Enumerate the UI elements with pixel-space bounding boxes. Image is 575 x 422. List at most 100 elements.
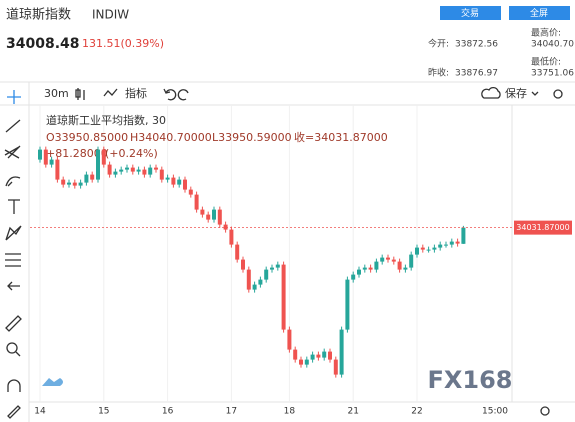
candle-body bbox=[270, 267, 274, 270]
candle-body bbox=[420, 247, 425, 250]
trade-button-label[interactable]: 交易 bbox=[461, 7, 479, 19]
candle-body bbox=[72, 182, 77, 186]
fullscreen-button[interactable] bbox=[509, 6, 570, 20]
candle-body bbox=[49, 159, 54, 165]
candle-body bbox=[438, 244, 443, 248]
forecast-tool[interactable] bbox=[5, 253, 21, 267]
candle-body bbox=[345, 279, 350, 330]
back-tool[interactable] bbox=[7, 281, 20, 291]
candle-body bbox=[154, 167, 158, 170]
title: 道琼斯指数 bbox=[6, 8, 71, 23]
candle-body bbox=[287, 329, 292, 350]
candle-body bbox=[409, 254, 414, 268]
symbol: INDIW bbox=[92, 8, 129, 22]
candle-body bbox=[403, 267, 408, 270]
fib-tool[interactable] bbox=[4, 145, 21, 159]
candle-body bbox=[339, 329, 344, 375]
candle-body bbox=[455, 241, 460, 244]
candle-body bbox=[281, 264, 286, 330]
x-tick-label: 14 bbox=[34, 407, 46, 417]
cloud-badge bbox=[42, 378, 63, 386]
candle-body bbox=[101, 149, 106, 165]
candle-body bbox=[258, 279, 263, 285]
redo-icon[interactable] bbox=[177, 89, 189, 101]
candle-body bbox=[61, 179, 66, 185]
save[interactable]: 保存 bbox=[505, 86, 527, 100]
candle-body bbox=[351, 274, 356, 280]
candle-body bbox=[188, 189, 193, 195]
candle-body bbox=[264, 269, 269, 280]
text-tool[interactable] bbox=[8, 199, 20, 214]
stat-value: 33872.56 bbox=[455, 40, 498, 50]
candle-body bbox=[362, 267, 367, 270]
undo-icon[interactable] bbox=[163, 88, 177, 101]
candle-body bbox=[328, 351, 332, 360]
candle-body bbox=[246, 269, 251, 290]
candle-body bbox=[194, 194, 199, 210]
last-price-tag bbox=[514, 220, 572, 235]
magnet-tool[interactable] bbox=[7, 379, 21, 392]
candle-body bbox=[368, 267, 373, 270]
x-tick-label: 15 bbox=[98, 407, 109, 417]
candle-body bbox=[444, 244, 448, 246]
line-tool[interactable] bbox=[5, 119, 21, 133]
stat-value: 33751.06 bbox=[531, 69, 574, 79]
cloud-icon[interactable] bbox=[481, 86, 501, 99]
pattern-tool[interactable] bbox=[5, 225, 22, 241]
candle-body bbox=[177, 179, 182, 185]
candle-body bbox=[229, 229, 234, 245]
watermark: FX168 bbox=[428, 366, 513, 394]
zoom-tool[interactable] bbox=[6, 342, 18, 354]
candle-body bbox=[171, 177, 176, 185]
candle-body bbox=[449, 241, 454, 245]
candle-body bbox=[38, 149, 42, 160]
interval[interactable]: 30m bbox=[44, 87, 69, 100]
candle-body bbox=[316, 354, 321, 358]
settings-icon[interactable] bbox=[553, 89, 563, 99]
x-tick-label: 15:00 bbox=[482, 407, 508, 417]
candle-body bbox=[235, 244, 240, 260]
zoom-tool[interactable] bbox=[15, 351, 21, 357]
indicators[interactable]: 指标 bbox=[125, 86, 147, 100]
stat-label: 最低价: bbox=[531, 56, 561, 68]
price: 34008.48 bbox=[6, 36, 80, 52]
x-tick-label: 22 bbox=[411, 407, 422, 417]
candle-body bbox=[90, 174, 95, 180]
candle-body bbox=[252, 284, 257, 290]
trade-button[interactable] bbox=[440, 6, 501, 20]
candle-body bbox=[142, 169, 147, 175]
x-tick-label: 18 bbox=[284, 407, 296, 417]
candle-body bbox=[96, 149, 100, 180]
candle-body bbox=[107, 164, 112, 175]
legend-change: +81.28000 bbox=[46, 147, 108, 160]
legend-low: L33950.59000 bbox=[212, 131, 292, 144]
stat-value: 34040.70 bbox=[531, 40, 574, 50]
stat-label: 今开: bbox=[428, 38, 449, 50]
crosshair-tool[interactable] bbox=[7, 90, 21, 104]
axis-settings-icon[interactable] bbox=[540, 406, 550, 416]
candle-body bbox=[304, 359, 309, 365]
chart-type-icon[interactable] bbox=[75, 88, 85, 100]
legend-open: O33950.85000 bbox=[46, 131, 128, 144]
candle-body bbox=[461, 227, 466, 244]
x-tick-label: 21 bbox=[347, 407, 358, 417]
candle-body bbox=[310, 354, 315, 360]
dropdown-icon[interactable] bbox=[531, 91, 539, 96]
legend-name: 道琼斯工业平均指数, 30 bbox=[46, 113, 166, 127]
ruler-tool[interactable] bbox=[5, 315, 22, 332]
change: 131.51(0.39%) bbox=[82, 37, 164, 50]
indicator-icon[interactable] bbox=[103, 88, 118, 97]
candle-body bbox=[67, 182, 71, 185]
brush-tool[interactable] bbox=[5, 176, 21, 187]
candle-body bbox=[293, 349, 298, 360]
candle-body bbox=[415, 247, 419, 255]
candle-body bbox=[125, 167, 129, 170]
stat-value: 33876.97 bbox=[455, 69, 498, 79]
stat-label: 最高价: bbox=[531, 27, 561, 39]
fullscreen-button-label[interactable]: 全屏 bbox=[530, 7, 548, 19]
candle-body bbox=[113, 171, 118, 175]
erase-tool[interactable] bbox=[7, 405, 21, 419]
candle-body bbox=[148, 167, 153, 175]
candle-body bbox=[217, 209, 222, 225]
